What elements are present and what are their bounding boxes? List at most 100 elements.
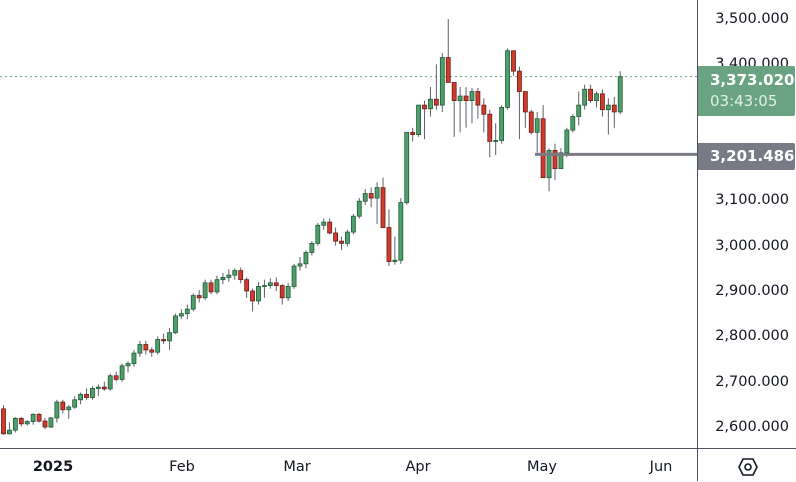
candle (339, 240, 344, 244)
candle (137, 344, 143, 354)
candle (457, 95, 463, 101)
candle (398, 202, 404, 261)
price-tick-label: 3,500.000 (715, 11, 789, 27)
candle (463, 95, 469, 101)
candle (273, 282, 279, 286)
candle (184, 308, 190, 315)
candle (238, 270, 244, 281)
candle (279, 285, 285, 299)
candle (422, 104, 427, 110)
candle (297, 263, 303, 267)
candle (315, 224, 321, 244)
chart-plot-area[interactable] (0, 0, 697, 448)
time-tick-label: Mar (283, 459, 311, 475)
candle (72, 399, 78, 408)
last-price-label: 3,373.020 03:43:05 (698, 66, 795, 116)
candle (433, 98, 439, 106)
candle (113, 375, 119, 380)
price-axis[interactable]: 3,500.0003,400.0003,300.0003,100.0003,00… (697, 0, 796, 448)
candle (540, 118, 546, 179)
candle (368, 193, 374, 199)
price-tick-label: 3,100.000 (715, 192, 789, 209)
candle (505, 50, 510, 108)
candle (285, 286, 291, 299)
candle (546, 150, 552, 179)
candle (119, 365, 125, 380)
axis-corner (697, 448, 796, 481)
candle (107, 375, 113, 390)
candle (232, 270, 238, 276)
candle (178, 313, 184, 317)
candle (250, 290, 255, 302)
candle (499, 107, 505, 141)
candle (356, 200, 362, 217)
candle (214, 279, 220, 293)
candle (48, 417, 54, 428)
time-axis[interactable]: 2025 Feb Mar Apr May Jun (0, 448, 697, 482)
candle (534, 118, 540, 133)
horizontal-level-label: 3,201.486 (698, 143, 795, 170)
candle (469, 91, 475, 101)
candle (451, 82, 457, 102)
candle (244, 279, 250, 292)
time-tick-label: May (527, 459, 557, 475)
candle (445, 57, 451, 83)
price-tick-label: 2,900.000 (715, 283, 789, 299)
candle (576, 104, 582, 117)
candle (291, 265, 297, 287)
price-tick-label: 3,000.000 (715, 237, 789, 254)
time-tick-label: Feb (169, 459, 195, 475)
candle (617, 76, 623, 113)
price-tick-label: 2,600.000 (715, 419, 789, 435)
time-tick-label: Jun (649, 459, 673, 475)
candle (24, 421, 30, 425)
candle (54, 401, 60, 419)
candle (30, 413, 36, 422)
candle (570, 116, 576, 131)
candle (588, 88, 593, 102)
candle (552, 150, 558, 169)
candle (594, 93, 599, 102)
candle (303, 252, 309, 265)
candle (386, 227, 392, 262)
candle (528, 111, 534, 133)
price-tick-label: 2,800.000 (715, 328, 789, 345)
candle (125, 363, 131, 367)
candle (475, 91, 481, 106)
candle (149, 349, 155, 353)
candle (18, 417, 24, 425)
candle (487, 113, 493, 142)
candle (416, 104, 422, 135)
candle (309, 242, 315, 253)
candle (196, 295, 202, 299)
candle (611, 104, 617, 113)
candle (60, 401, 66, 411)
candle (333, 232, 338, 242)
candle (208, 282, 214, 293)
candle (517, 70, 522, 92)
candle (155, 339, 161, 353)
candle (7, 429, 12, 435)
candle (327, 221, 333, 234)
candle (226, 274, 232, 278)
candle (1, 408, 6, 435)
time-tick-label: 2025 (32, 459, 74, 475)
candle (428, 98, 433, 110)
candle (392, 259, 398, 262)
candle (95, 386, 101, 389)
candle (220, 276, 226, 281)
candle (143, 344, 149, 351)
candle (564, 129, 570, 154)
candle (42, 420, 48, 428)
hexagon-settings-icon[interactable] (738, 458, 758, 476)
candle (131, 352, 137, 364)
candle (90, 388, 95, 398)
candle (167, 332, 172, 342)
candle (481, 104, 487, 115)
candlestick-series (1, 19, 623, 435)
candle (410, 131, 416, 135)
bar-countdown: 03:43:05 (710, 92, 778, 110)
candle (345, 231, 350, 244)
candle (321, 221, 327, 226)
candle (362, 193, 368, 202)
